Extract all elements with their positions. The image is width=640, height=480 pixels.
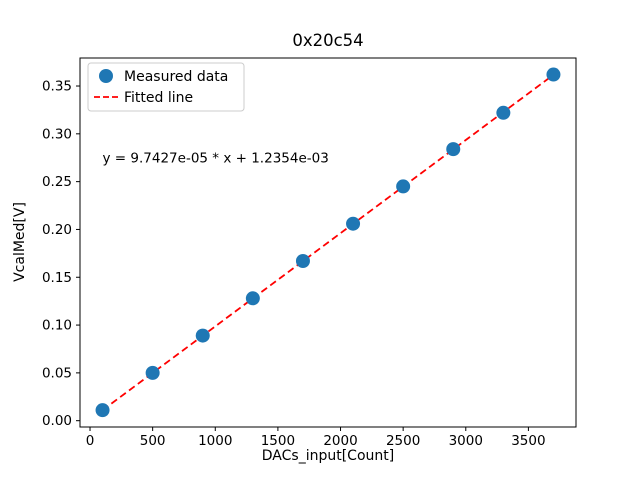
y-tick-label: 0.10 (42, 318, 72, 334)
x-tick-label: 3500 (511, 433, 545, 449)
chart-title: 0x20c54 (292, 31, 363, 50)
y-tick-label: 0.15 (42, 270, 72, 286)
data-point (295, 254, 310, 269)
x-tick-label: 1000 (198, 433, 232, 449)
y-tick-label: 0.25 (42, 174, 72, 190)
data-point (95, 403, 110, 418)
y-axis-label: VcalMed[V] (12, 202, 28, 282)
y-tick-label: 0.35 (42, 79, 72, 95)
x-tick-label: 500 (140, 433, 166, 449)
chart-dynamic-layer: 0 500 1000 1500 2000 2500 3000 3500 0.00 0.05 0.10… (42, 62, 561, 449)
data-point (546, 67, 561, 82)
fitted-line (102, 74, 554, 411)
x-axis-ticks: 0 500 1000 1500 2000 2500 3000 3500 (86, 427, 546, 449)
data-point (496, 105, 511, 120)
x-tick-label: 2000 (323, 433, 357, 449)
data-point (396, 179, 411, 194)
data-point (145, 365, 160, 380)
legend-label-fitted: Fitted line (124, 90, 193, 106)
data-point (346, 216, 361, 231)
measured-data-series (95, 67, 561, 418)
x-axis-label: DACs_input[Count] (262, 448, 394, 464)
y-tick-label: 0.05 (42, 365, 72, 381)
data-point (245, 291, 260, 306)
x-tick-label: 2500 (386, 433, 420, 449)
legend-label-measured: Measured data (124, 69, 228, 85)
x-tick-label: 3000 (449, 433, 483, 449)
y-tick-label: 0.20 (42, 222, 72, 238)
data-point (446, 142, 461, 157)
fit-equation-annotation: y = 9.7427e-05 * x + 1.2354e-03 (103, 151, 329, 167)
y-axis-ticks: 0.00 0.05 0.10 0.15 0.20 0.25 0.30 0.35 (42, 79, 80, 429)
legend: Measured data Fitted line (87, 62, 245, 112)
legend-frame (87, 62, 245, 112)
x-tick-label: 1500 (261, 433, 295, 449)
data-point (195, 328, 210, 343)
x-tick-label: 0 (86, 433, 95, 449)
y-tick-label: 0.30 (42, 126, 72, 142)
legend-marker-measured (99, 69, 113, 83)
y-tick-label: 0.00 (42, 413, 72, 429)
